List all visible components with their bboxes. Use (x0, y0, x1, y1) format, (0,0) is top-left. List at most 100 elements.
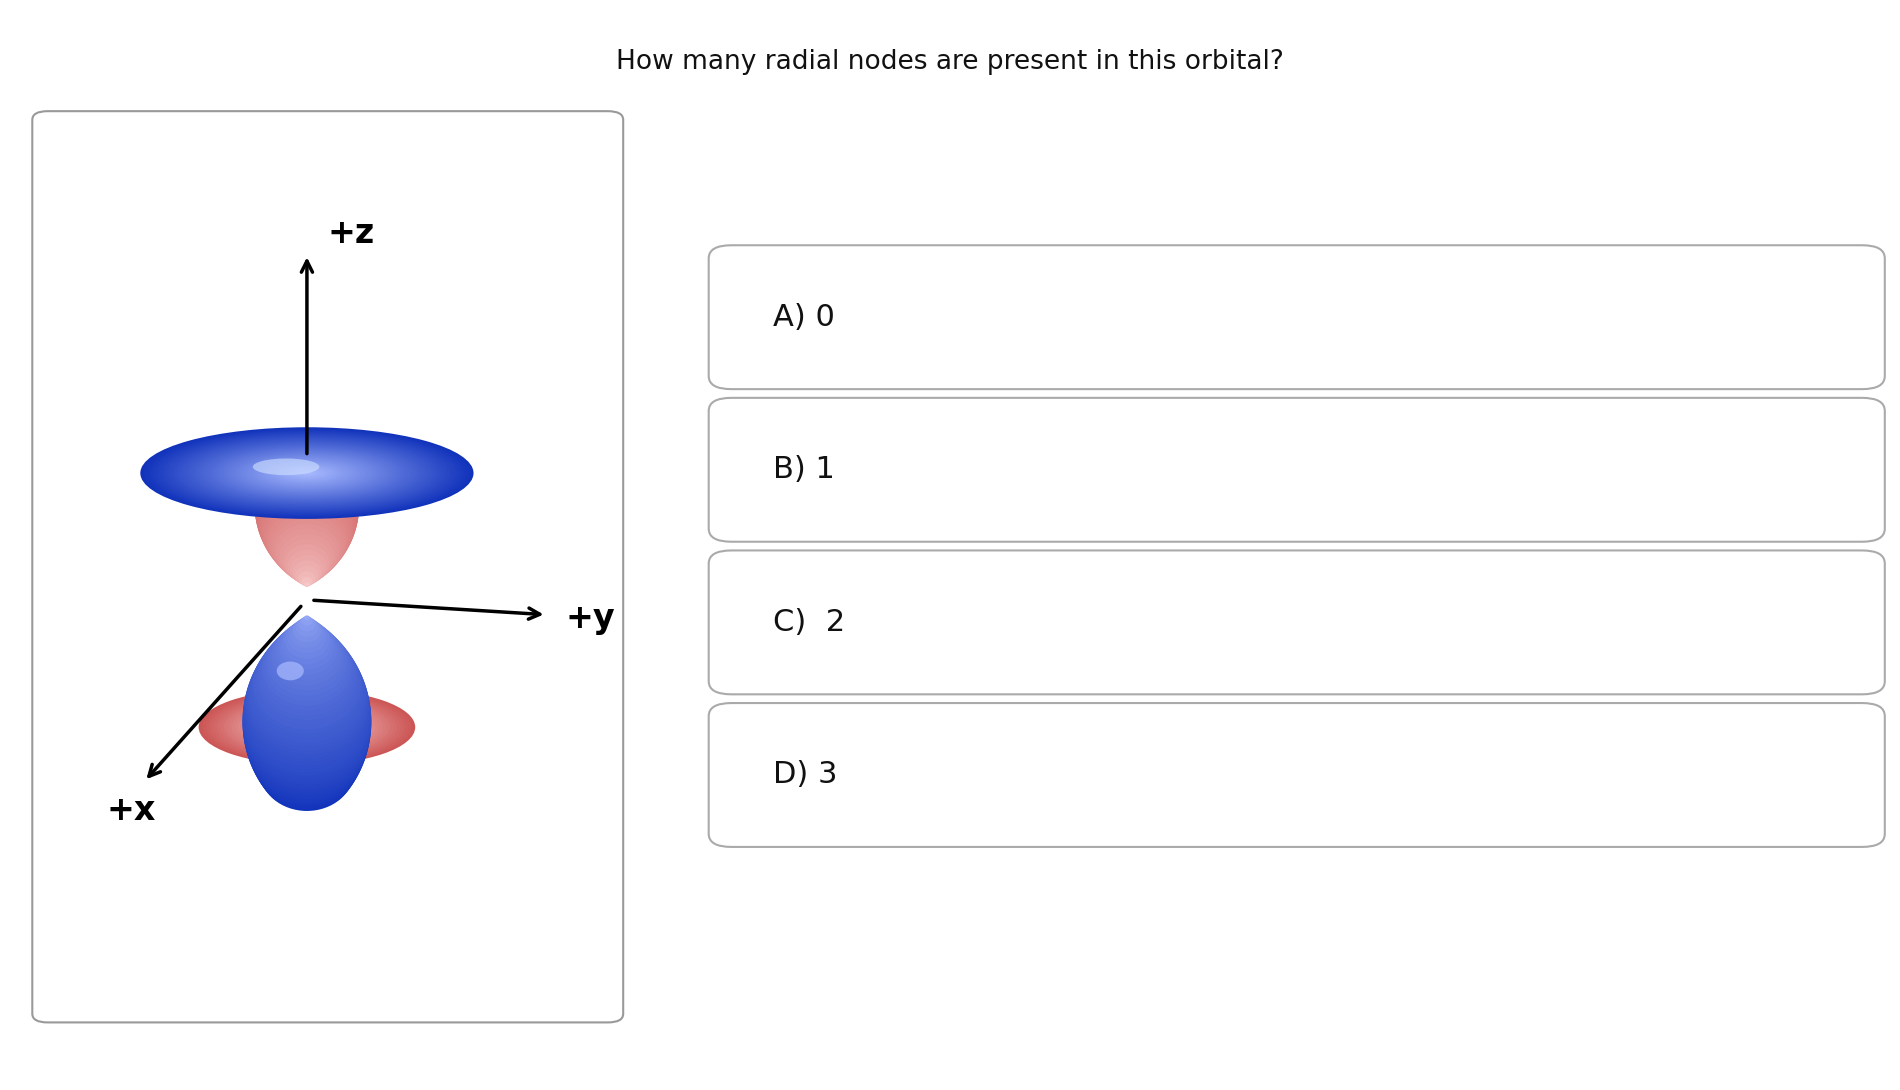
FancyBboxPatch shape (709, 550, 1885, 694)
Ellipse shape (217, 695, 397, 759)
Text: +z: +z (327, 217, 374, 250)
Ellipse shape (260, 441, 353, 522)
Ellipse shape (247, 647, 369, 751)
Ellipse shape (255, 464, 359, 554)
Ellipse shape (207, 446, 407, 500)
Ellipse shape (256, 448, 357, 534)
Ellipse shape (266, 436, 348, 505)
Ellipse shape (190, 441, 424, 505)
Ellipse shape (226, 451, 388, 495)
Ellipse shape (201, 691, 412, 763)
Ellipse shape (260, 460, 353, 486)
Ellipse shape (289, 720, 325, 734)
Ellipse shape (238, 703, 376, 751)
Ellipse shape (243, 669, 370, 779)
Ellipse shape (293, 618, 321, 642)
Ellipse shape (200, 690, 416, 765)
Ellipse shape (255, 468, 359, 556)
Ellipse shape (264, 629, 350, 701)
Ellipse shape (243, 655, 370, 762)
Ellipse shape (245, 650, 369, 754)
Ellipse shape (262, 495, 352, 571)
Ellipse shape (300, 471, 314, 475)
Ellipse shape (274, 716, 340, 738)
Ellipse shape (285, 620, 329, 658)
Ellipse shape (304, 472, 310, 474)
Ellipse shape (266, 505, 348, 574)
Ellipse shape (243, 673, 370, 782)
Ellipse shape (260, 487, 355, 568)
Ellipse shape (264, 461, 350, 485)
Ellipse shape (258, 483, 355, 566)
Ellipse shape (243, 679, 370, 787)
Ellipse shape (272, 519, 342, 578)
Ellipse shape (291, 469, 323, 477)
Ellipse shape (270, 463, 344, 483)
Ellipse shape (256, 446, 357, 530)
Ellipse shape (268, 714, 346, 741)
Ellipse shape (209, 693, 405, 761)
Ellipse shape (247, 457, 367, 489)
Ellipse shape (249, 707, 365, 747)
Ellipse shape (256, 634, 357, 720)
Ellipse shape (256, 450, 357, 537)
Ellipse shape (268, 509, 346, 576)
Ellipse shape (293, 560, 321, 584)
Ellipse shape (256, 722, 357, 808)
Ellipse shape (300, 725, 314, 729)
Text: +y: +y (564, 603, 616, 635)
Ellipse shape (158, 432, 456, 514)
Ellipse shape (171, 436, 443, 510)
Ellipse shape (211, 447, 403, 499)
Ellipse shape (256, 472, 359, 559)
Ellipse shape (245, 652, 369, 759)
Ellipse shape (224, 450, 390, 496)
Ellipse shape (177, 437, 437, 509)
Text: D) 3: D) 3 (773, 761, 838, 789)
Ellipse shape (247, 645, 367, 747)
Ellipse shape (281, 465, 334, 481)
Ellipse shape (167, 435, 446, 511)
FancyBboxPatch shape (709, 398, 1885, 542)
FancyBboxPatch shape (709, 703, 1885, 847)
Text: A) 0: A) 0 (773, 303, 836, 331)
Ellipse shape (184, 439, 429, 507)
Ellipse shape (258, 444, 355, 526)
Ellipse shape (277, 717, 336, 737)
Ellipse shape (249, 703, 365, 801)
Ellipse shape (287, 620, 327, 653)
Ellipse shape (256, 479, 357, 564)
Ellipse shape (296, 724, 317, 731)
Ellipse shape (173, 436, 441, 510)
Ellipse shape (296, 470, 317, 476)
Ellipse shape (255, 461, 359, 550)
Ellipse shape (194, 441, 420, 505)
Ellipse shape (296, 618, 319, 637)
Ellipse shape (304, 616, 310, 620)
Ellipse shape (304, 726, 310, 728)
Ellipse shape (253, 459, 361, 487)
Ellipse shape (247, 694, 367, 797)
Ellipse shape (253, 712, 361, 804)
Ellipse shape (272, 626, 342, 686)
Ellipse shape (258, 726, 355, 810)
Ellipse shape (251, 639, 363, 734)
Ellipse shape (260, 490, 353, 569)
Ellipse shape (239, 455, 374, 492)
Ellipse shape (146, 429, 467, 517)
Ellipse shape (260, 440, 353, 518)
Ellipse shape (264, 437, 350, 509)
FancyBboxPatch shape (32, 111, 623, 1022)
Ellipse shape (285, 544, 329, 583)
Ellipse shape (287, 468, 327, 479)
Ellipse shape (277, 623, 338, 675)
Ellipse shape (279, 622, 334, 669)
Ellipse shape (277, 529, 336, 580)
Ellipse shape (230, 452, 384, 494)
Ellipse shape (281, 621, 332, 664)
Ellipse shape (285, 719, 329, 735)
Ellipse shape (268, 434, 346, 499)
Ellipse shape (228, 700, 386, 754)
Ellipse shape (224, 699, 390, 755)
Ellipse shape (264, 499, 350, 573)
